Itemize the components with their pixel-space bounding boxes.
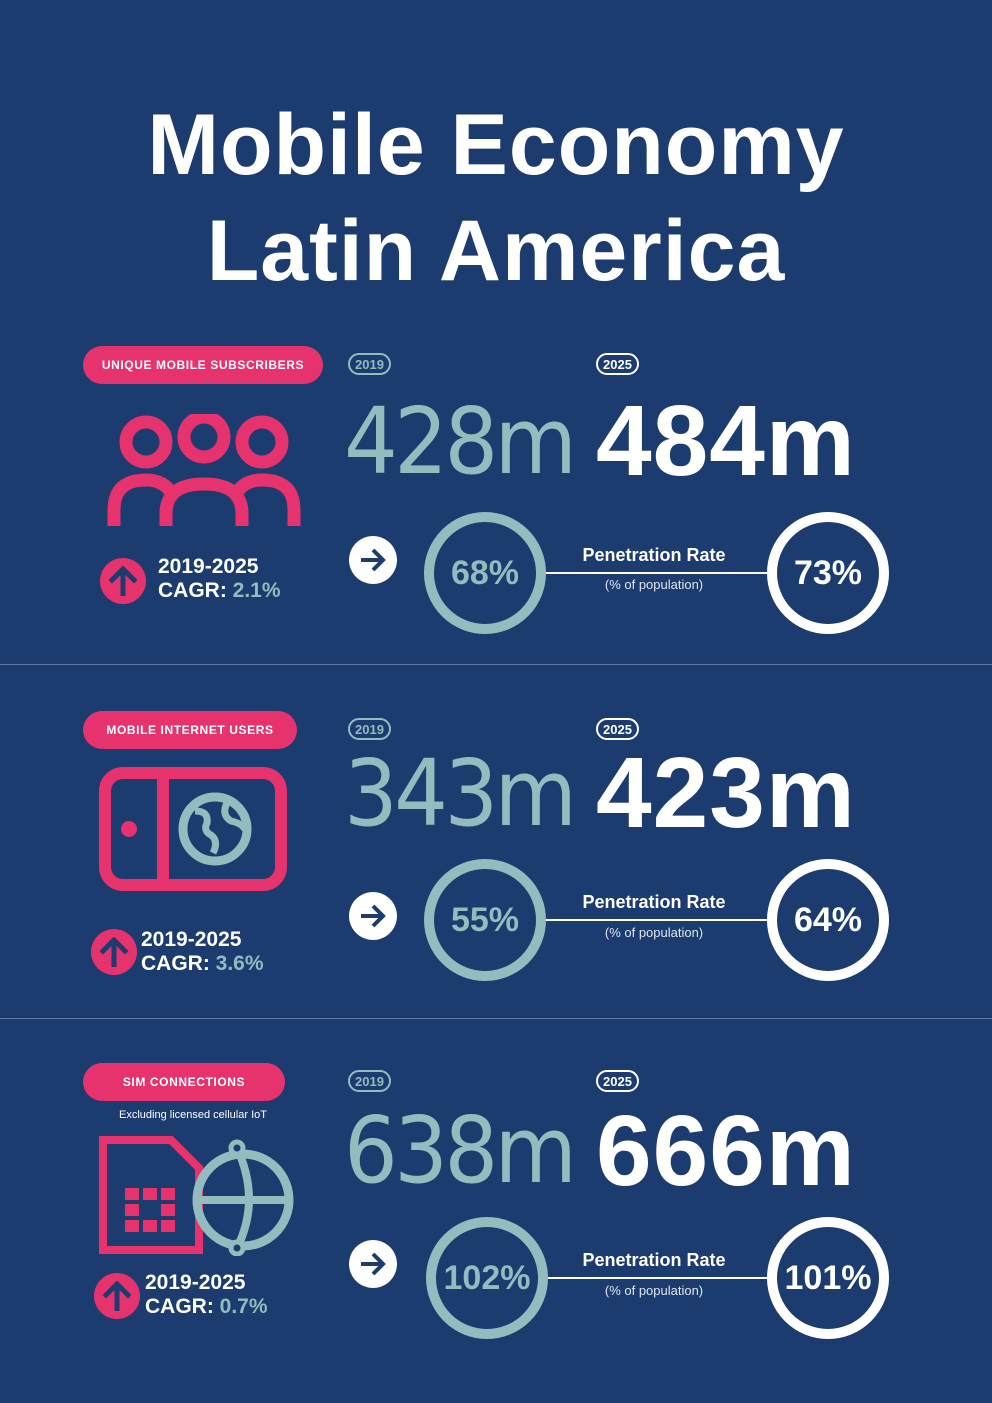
cagr-years: 2019-2025 — [158, 555, 259, 578]
year-2019-badge: 2019 — [348, 1070, 391, 1092]
year-2019-badge: 2019 — [348, 718, 391, 740]
section-label: UNIQUE MOBILE SUBSCRIBERS — [83, 346, 323, 384]
year-2025-badge: 2025 — [596, 718, 639, 740]
penetration-subtitle: (% of population) — [604, 577, 704, 592]
value-2019: 638m — [344, 1097, 577, 1204]
people-group-icon — [106, 410, 302, 531]
up-arrow-icon — [91, 929, 137, 975]
section-label: SIM CONNECTIONS — [83, 1063, 285, 1101]
cagr-value: 2.1% — [232, 579, 281, 602]
cagr-block: 2019-2025 CAGR: 0.7% — [145, 1271, 268, 1319]
penetration-2019-ring: 68% — [424, 512, 546, 634]
cagr-label: CAGR: — [141, 952, 210, 975]
section-divider — [0, 664, 992, 665]
arrow-right-icon — [349, 1240, 397, 1288]
sim-card-globe-icon — [99, 1136, 299, 1261]
cagr-label: CAGR: — [145, 1295, 214, 1318]
year-2025-badge: 2025 — [596, 1070, 639, 1092]
penetration-title: Penetration Rate — [582, 545, 726, 565]
cagr-value: 0.7% — [219, 1295, 268, 1318]
penetration-2025-ring: 101% — [767, 1217, 889, 1339]
section-divider — [0, 1018, 992, 1019]
penetration-connector — [544, 572, 770, 574]
cagr-block: 2019-2025 CAGR: 2.1% — [158, 555, 281, 603]
cagr-block: 2019-2025 CAGR: 3.6% — [141, 928, 264, 976]
phone-globe-icon — [99, 767, 287, 896]
title-line-2: Latin America — [206, 203, 786, 299]
value-2025: 423m — [596, 737, 856, 849]
year-2019-badge: 2019 — [348, 353, 391, 375]
section-note: Excluding licensed cellular IoT — [119, 1109, 267, 1121]
value-2019: 343m — [344, 740, 577, 847]
penetration-2019-ring: 55% — [424, 859, 546, 981]
penetration-title: Penetration Rate — [582, 892, 726, 912]
penetration-2025-ring: 64% — [767, 859, 889, 981]
title-line-1: Mobile Economy — [147, 97, 845, 193]
cagr-years: 2019-2025 — [141, 928, 242, 951]
page-title: Mobile Economy Latin America — [0, 92, 992, 304]
penetration-title: Penetration Rate — [582, 1250, 726, 1270]
cagr-value: 3.6% — [215, 952, 264, 975]
value-2019: 428m — [344, 388, 577, 495]
section-label: MOBILE INTERNET USERS — [83, 711, 297, 749]
arrow-right-icon — [349, 536, 397, 584]
penetration-connector — [544, 1277, 770, 1279]
up-arrow-icon — [100, 558, 146, 604]
value-2025: 484m — [596, 385, 856, 497]
cagr-years: 2019-2025 — [145, 1271, 246, 1294]
penetration-subtitle: (% of population) — [604, 925, 704, 940]
up-arrow-icon — [94, 1273, 140, 1319]
penetration-2019-ring: 102% — [426, 1217, 548, 1339]
value-2025: 666m — [596, 1095, 856, 1207]
arrow-right-icon — [349, 892, 397, 940]
cagr-label: CAGR: — [158, 579, 227, 602]
penetration-subtitle: (% of population) — [604, 1283, 704, 1298]
penetration-connector — [544, 919, 770, 921]
year-2025-badge: 2025 — [596, 353, 639, 375]
penetration-2025-ring: 73% — [767, 512, 889, 634]
